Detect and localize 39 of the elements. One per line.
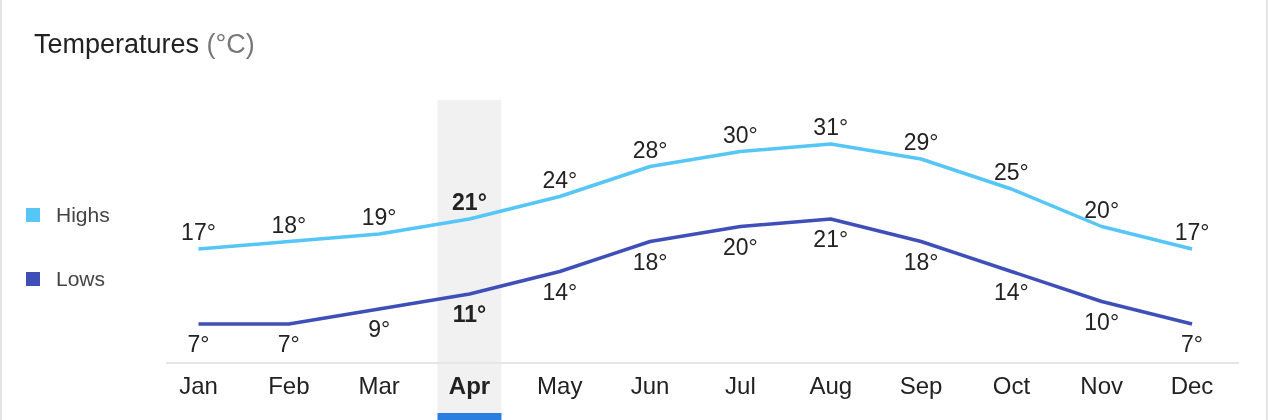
x-tick-label: Jun [630,372,670,399]
data-label: 18° [903,248,939,275]
x-tick-label: May [537,372,583,399]
data-label: 10° [1084,308,1120,335]
x-tick-label: Nov [1080,372,1124,399]
data-label: 14° [542,278,578,305]
data-label: 28° [632,136,668,163]
x-tick-label: Oct [992,372,1031,399]
data-label: 7° [1181,331,1204,357]
data-label: 21° [813,226,849,252]
data-label: 11° [452,301,487,327]
data-label: 7° [277,331,300,357]
data-label: 7° [187,331,210,357]
x-tick-label: Sep [899,372,943,399]
data-label: 20° [723,233,758,260]
x-tick-label: Dec [1170,372,1214,399]
data-label: 21° [452,189,487,215]
chart-title: Temperatures (°C) [34,29,255,59]
x-tick-label: Jan [179,372,218,399]
legend-label: Highs [56,203,110,227]
data-label: 19° [361,204,397,230]
data-label: 30° [723,121,758,148]
data-label: 24° [542,166,578,193]
x-tick-label: Apr [448,372,491,399]
x-tick-label: Mar [358,372,400,399]
x-tick-label: Feb [268,372,310,399]
legend-label: Lows [56,267,106,291]
data-label: 14° [994,278,1029,305]
data-label: 17° [181,219,216,245]
data-label: 17° [1174,219,1210,245]
data-label: 18° [271,211,307,238]
data-label: 20° [1084,196,1120,223]
data-label: 31° [813,114,849,140]
data-label: 29° [903,129,939,155]
data-label: 9° [368,316,391,342]
data-label: 25° [994,159,1029,185]
x-tick-label: Jul [725,372,756,399]
x-tick-label: Aug [809,372,853,399]
data-label: 18° [632,248,668,275]
